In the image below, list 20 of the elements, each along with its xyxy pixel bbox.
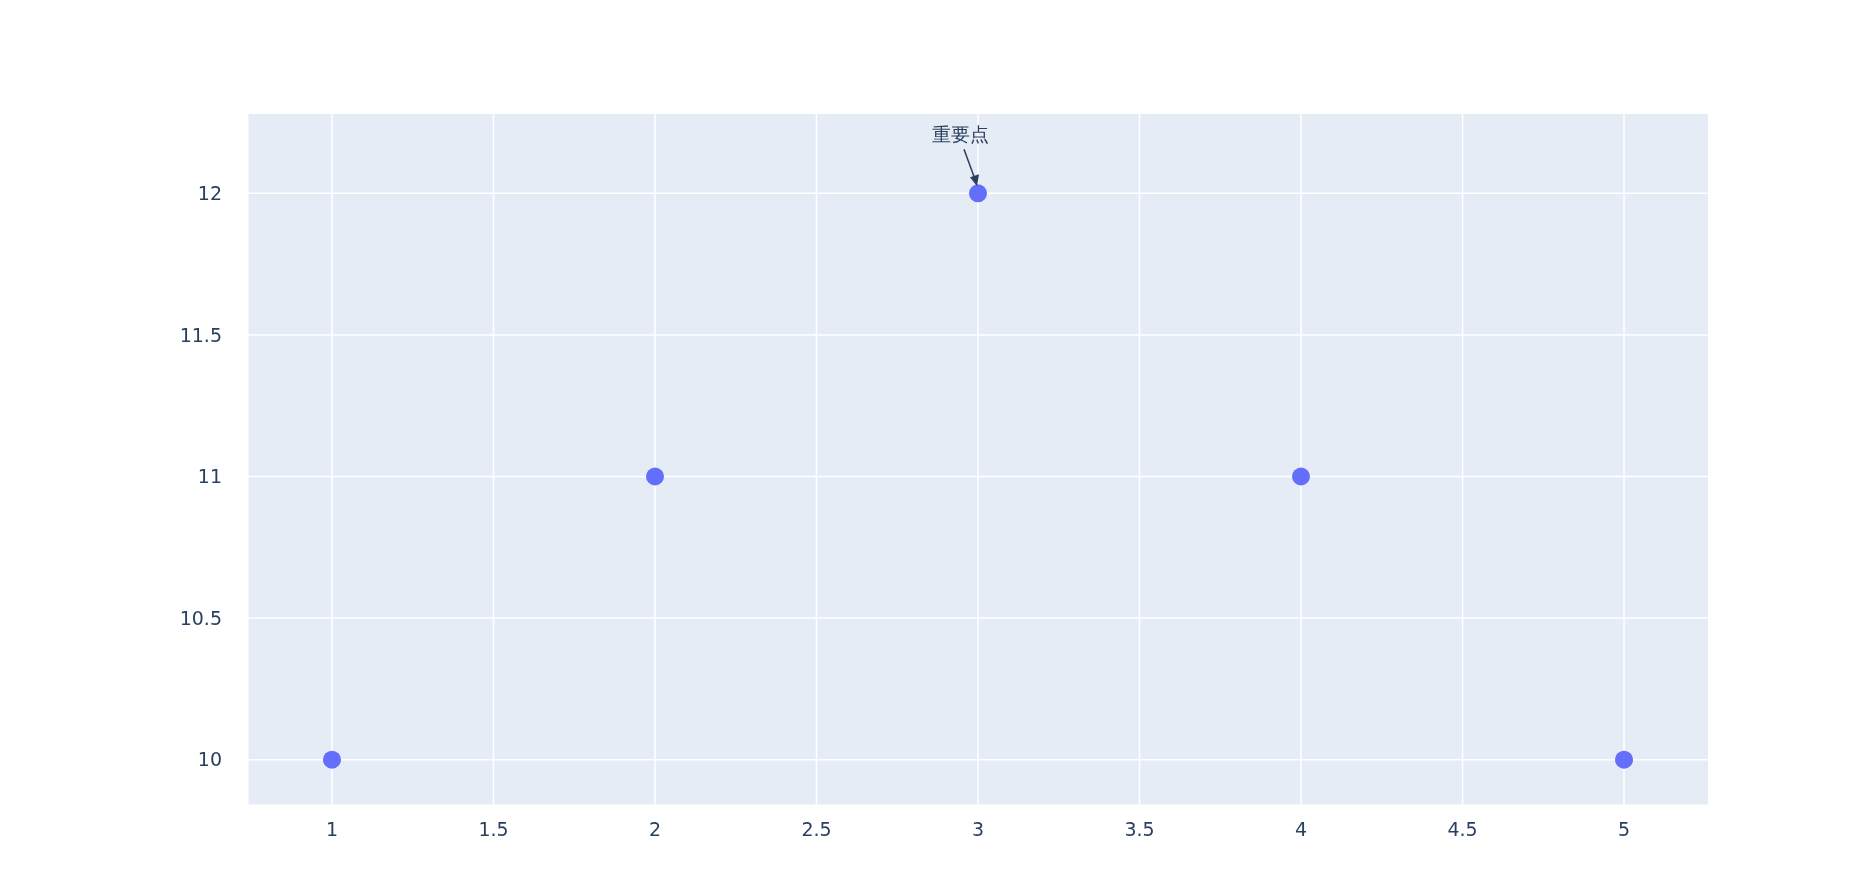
x-tick-label: 5	[1617, 818, 1631, 841]
x-tick-label: 1	[325, 818, 339, 841]
x-tick-label: 3	[971, 818, 985, 841]
point	[645, 467, 664, 486]
y-tick-label: 10	[197, 748, 222, 771]
x-tick-label: 2	[648, 818, 662, 841]
point	[969, 184, 987, 203]
y-tick-label: 12	[197, 182, 222, 205]
y-tick-label: 11.5	[179, 323, 222, 346]
point	[1292, 467, 1311, 486]
x-tick-label: 4.5	[1447, 818, 1478, 841]
x-tick-label: 1.5	[478, 818, 509, 841]
x-tick-label: 2.5	[801, 818, 832, 841]
x-tick-label: 4	[1294, 818, 1308, 841]
x-tick-label: 3.5	[1124, 818, 1155, 841]
annotation: 重要点	[931, 123, 989, 146]
point	[1615, 750, 1634, 769]
y-tick-label: 11	[197, 465, 222, 488]
point	[322, 750, 341, 769]
y-tick-label: 10.5	[179, 606, 222, 629]
